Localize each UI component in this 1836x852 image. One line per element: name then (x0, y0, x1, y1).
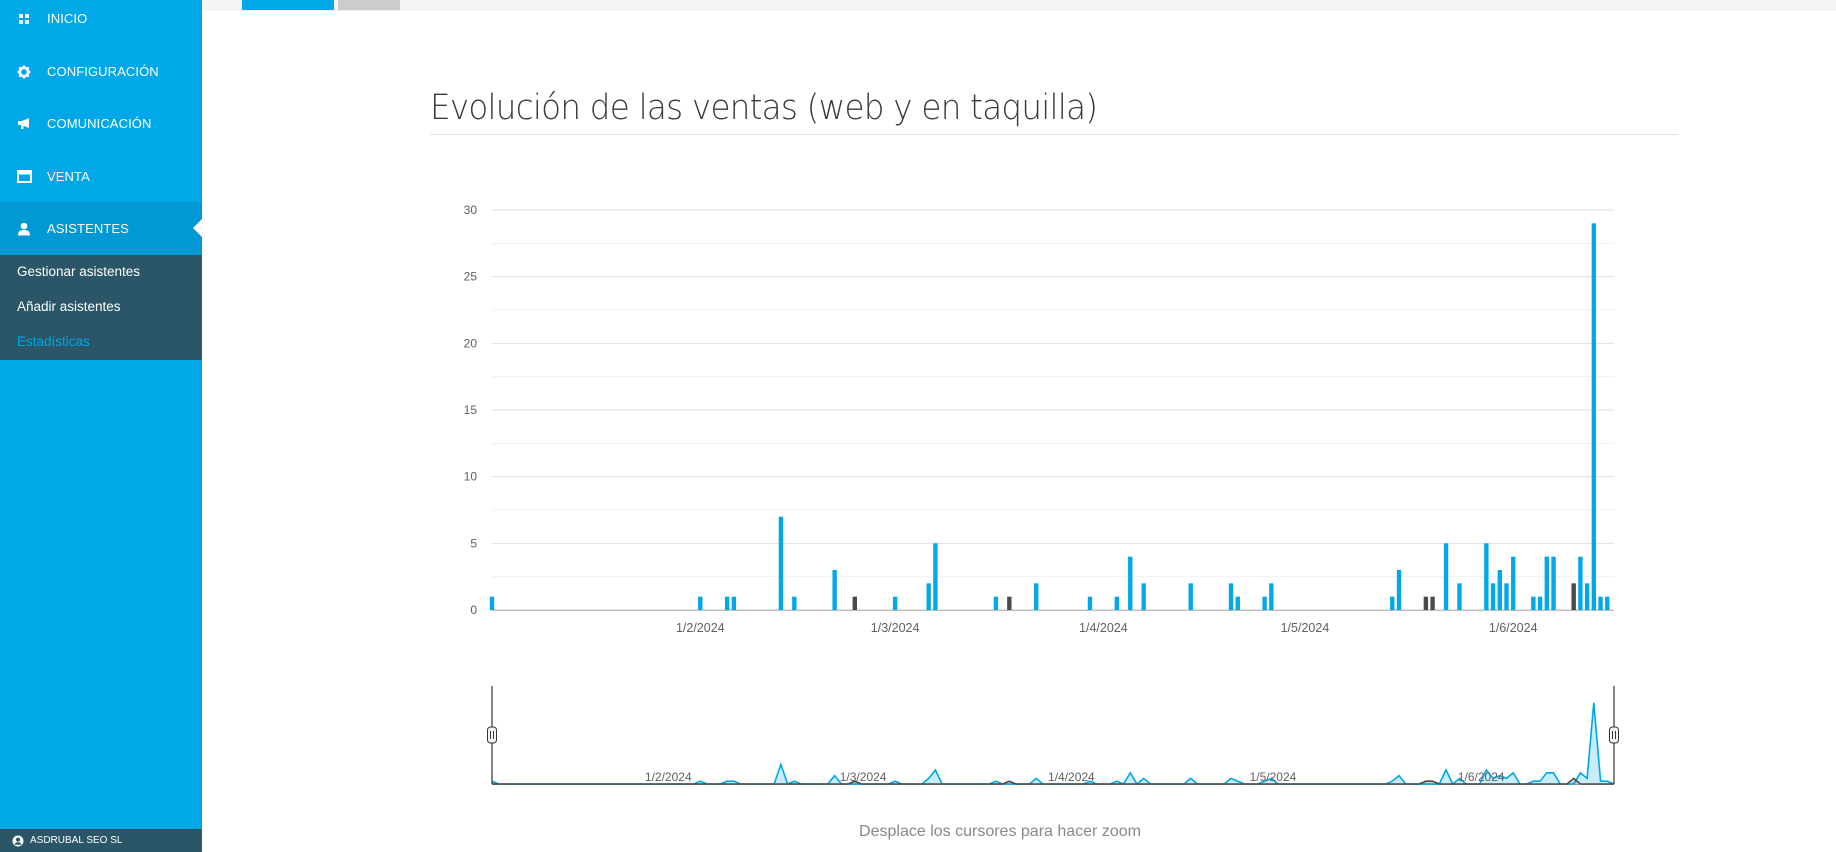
nav-asistentes[interactable]: ASISTENTES (0, 202, 202, 255)
nav-venta-label: VENTA (47, 169, 90, 184)
bar (1188, 583, 1193, 610)
bar (724, 596, 730, 610)
x-tick-label: 1/6/2024 (1489, 621, 1538, 635)
navigator-tick-label: 1/2/2024 (645, 770, 692, 784)
navigator-tick-label: 1/4/2024 (1048, 770, 1095, 784)
bar (731, 596, 737, 610)
nav-comunicacion-label: COMUNICACIÓN (47, 116, 152, 131)
bar (792, 596, 797, 610)
bar (1551, 556, 1556, 610)
bar (892, 596, 898, 610)
bar (778, 516, 784, 610)
y-tick-label: 20 (464, 336, 478, 350)
submenu-asistentes: Gestionar asistentes Añadir asistentes E… (0, 255, 202, 360)
bar (1497, 570, 1502, 610)
bar (852, 596, 857, 610)
nav-venta[interactable]: VENTA (0, 150, 202, 203)
y-axis-labels: 0 5 10 15 20 25 30 (464, 203, 478, 617)
bar (993, 596, 999, 610)
navigator-handle-right[interactable] (1609, 726, 1619, 744)
bar (1235, 596, 1240, 610)
bar (1571, 583, 1576, 610)
bar (933, 543, 938, 610)
submenu-estadisticas[interactable]: Estadísticas (17, 334, 90, 349)
tab-inactive[interactable] (338, 0, 400, 10)
top-tab-bar (202, 0, 1836, 11)
zoom-hint: Desplace los cursores para hacer zoom (859, 823, 1141, 840)
bar (832, 570, 837, 610)
bar (1504, 583, 1509, 610)
bar (698, 596, 703, 610)
gear-icon (16, 64, 32, 80)
submenu-gestionar-asistentes[interactable]: Gestionar asistentes (17, 264, 141, 279)
bar (1484, 543, 1489, 610)
bar (489, 596, 495, 610)
megaphone-icon (16, 116, 32, 132)
user-circle-icon (12, 835, 24, 847)
navigator-handle-left[interactable] (487, 726, 497, 744)
bar (1007, 596, 1012, 610)
title-divider (430, 134, 1678, 135)
range-navigator[interactable]: 1/2/2024 1/3/2024 1/4/2024 1/5/2024 1/6/2024 (487, 686, 1619, 786)
bar (1457, 583, 1462, 610)
nav-configuracion[interactable]: CONFIGURACIÓN (0, 45, 202, 98)
y-tick-label: 30 (464, 203, 478, 217)
bar (1443, 543, 1449, 610)
bar (1578, 556, 1583, 610)
nav-asistentes-label: ASISTENTES (47, 221, 129, 236)
x-tick-label: 1/4/2024 (1079, 621, 1128, 635)
navigator-tick-label: 1/6/2024 (1458, 770, 1505, 784)
company-footer[interactable]: ASDRUBAL SEO SL (0, 829, 202, 852)
bar (1128, 556, 1133, 610)
sidebar: INICIO CONFIGURACIÓN COMUNICACIÓN VENTA … (0, 0, 202, 852)
navigator-line (492, 777, 1614, 785)
grid-icon (16, 11, 32, 27)
x-axis-labels: 1/2/2024 1/3/2024 1/4/2024 1/5/2024 1/6/2024 (676, 621, 1538, 635)
bar (1598, 596, 1603, 610)
bar (1531, 596, 1536, 610)
bar (1087, 596, 1093, 610)
chart-grid (492, 209, 1614, 611)
bar (1511, 556, 1516, 610)
page-title: Evolución de las ventas (web y en taquil… (430, 88, 1098, 128)
y-tick-label: 10 (464, 470, 478, 484)
bar (1490, 583, 1496, 610)
bar (1114, 596, 1120, 610)
bar (1605, 596, 1610, 610)
y-tick-label: 15 (464, 403, 478, 417)
x-tick-label: 1/2/2024 (676, 621, 725, 635)
bar (1423, 596, 1429, 610)
bar (1430, 596, 1435, 610)
submenu-anadir-asistentes[interactable]: Añadir asistentes (17, 299, 121, 314)
bar (1390, 596, 1395, 610)
navigator-tick-label: 1/3/2024 (840, 770, 887, 784)
y-tick-label: 5 (470, 536, 477, 550)
bar (1228, 583, 1234, 610)
x-tick-label: 1/5/2024 (1281, 621, 1330, 635)
window-icon (16, 169, 32, 185)
bar (1141, 583, 1146, 610)
bar (1537, 596, 1543, 610)
navigator-tick-label: 1/5/2024 (1250, 770, 1297, 784)
bar (926, 583, 931, 610)
bar (1034, 583, 1039, 610)
company-name: ASDRUBAL SEO SL (30, 835, 123, 846)
bar (1396, 570, 1402, 610)
bar (1591, 223, 1597, 611)
bar (1262, 596, 1267, 610)
bar (1544, 556, 1549, 610)
nav-inicio[interactable]: INICIO (0, 0, 202, 45)
y-tick-label: 0 (470, 603, 477, 617)
y-tick-label: 25 (464, 270, 478, 284)
bar (1584, 583, 1590, 610)
bar (1269, 583, 1274, 610)
chart-bars (489, 223, 1610, 611)
user-icon (16, 221, 32, 237)
nav-configuracion-label: CONFIGURACIÓN (47, 64, 159, 79)
tab-active[interactable] (242, 0, 334, 10)
x-tick-label: 1/3/2024 (871, 621, 920, 635)
nav-comunicacion[interactable]: COMUNICACIÓN (0, 97, 202, 150)
nav-inicio-label: INICIO (47, 11, 88, 26)
